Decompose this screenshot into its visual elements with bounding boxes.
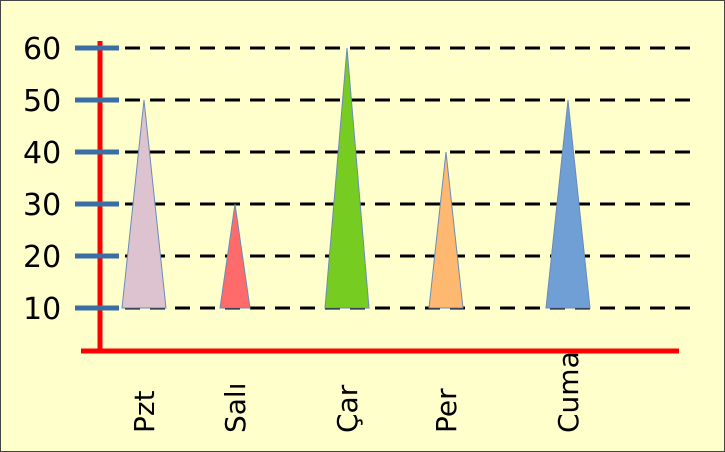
axes: [81, 41, 679, 354]
category-label-2: Çar: [331, 384, 364, 433]
bar-3: [428, 151, 464, 309]
bars: [121, 47, 591, 309]
y-tick-label-50: 50: [23, 84, 61, 119]
y-tick-label-30: 30: [23, 188, 61, 223]
category-labels: Pzt Salı Çar Per Cuma: [128, 351, 585, 433]
y-tick-label-10: 10: [23, 292, 61, 327]
bar-0: [121, 99, 167, 309]
bar-4: [545, 99, 591, 309]
category-label-4: Cuma: [552, 351, 585, 433]
bar-2: [324, 47, 370, 309]
y-ticks: 10 20 30 40 50 60: [23, 32, 119, 327]
category-label-1: Salı: [219, 383, 252, 434]
y-tick-label-40: 40: [23, 136, 61, 171]
category-label-0: Pzt: [128, 390, 161, 433]
bar-1: [219, 203, 251, 309]
gridlines: [100, 46, 693, 310]
y-tick-label-60: 60: [23, 32, 61, 67]
category-label-3: Per: [430, 388, 463, 433]
y-tick-label-20: 20: [23, 240, 61, 275]
